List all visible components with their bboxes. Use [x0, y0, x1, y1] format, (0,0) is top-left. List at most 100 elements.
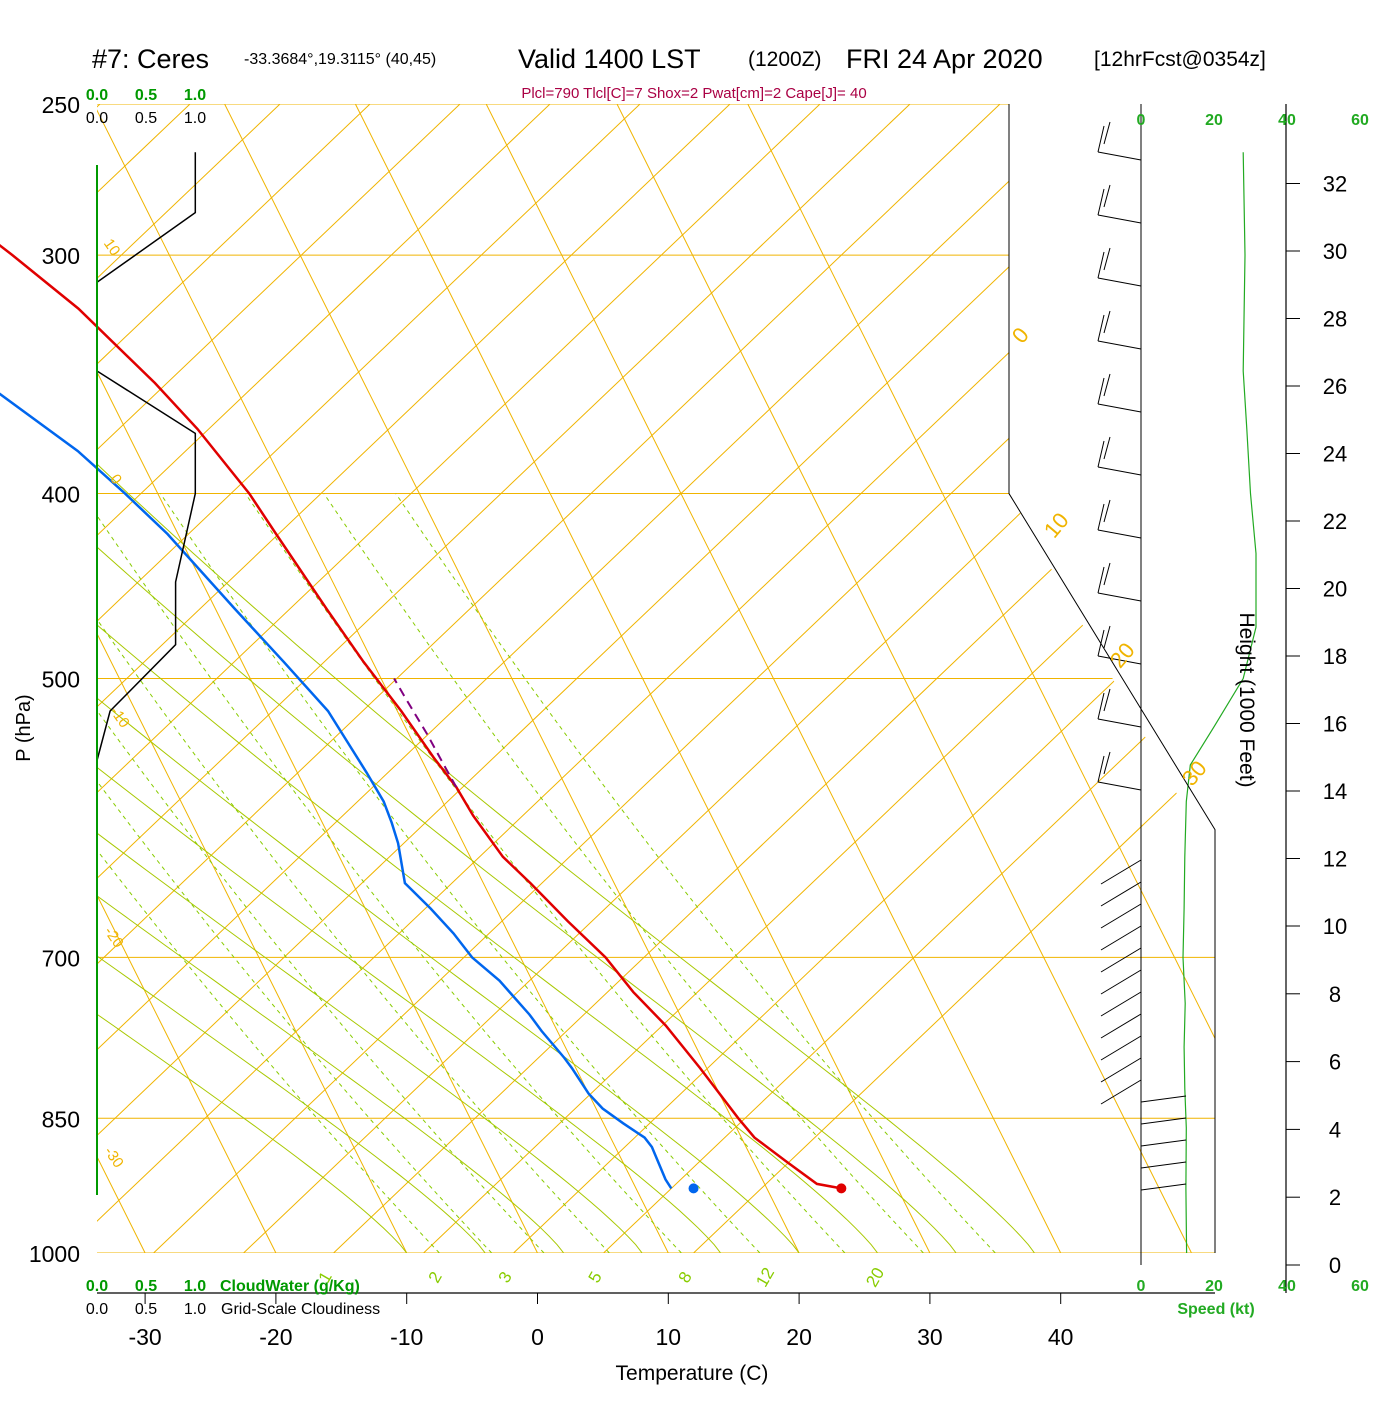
wind-barb: [1097, 121, 1142, 161]
x-tick-label: 10: [656, 1324, 682, 1350]
wind-barb-staff: [1140, 1139, 1187, 1147]
height-tick-label: 26: [1323, 374, 1347, 399]
speed-axis-title: Speed (kt): [1177, 1301, 1254, 1318]
parcel-line: [393, 677, 458, 788]
wind-barb-flag: [1097, 377, 1105, 405]
labels-layer: -30 -20 -10 0 10 20 30 402503004005007008501000…: [29, 87, 1369, 1350]
mixing-ratio-line: [244, 493, 846, 1253]
wind-barb-staff: [1140, 1161, 1187, 1169]
isotherm-label: -30: [101, 1144, 127, 1172]
wind-barb: [1100, 1079, 1142, 1105]
wind-barb-flag: [1103, 499, 1111, 523]
wind-barb-staff: [1100, 903, 1142, 929]
wind-barb-flag: [1103, 310, 1111, 334]
wind-barb-staff: [1097, 592, 1142, 602]
top-scale-black-label: 1.0: [184, 110, 206, 127]
x-tick-label: -30: [128, 1324, 161, 1350]
wind-barb: [1097, 436, 1142, 476]
pressure-tick-label: 1000: [29, 1241, 80, 1267]
mixing-ratio-label: 5: [585, 1268, 606, 1286]
cloudiness-label: Grid-Scale Cloudiness: [221, 1301, 380, 1318]
wind-barb: [1140, 1117, 1187, 1125]
wind-barb: [1097, 751, 1142, 791]
wind-barb-flag: [1097, 692, 1105, 720]
mixing-ratio-line: [97, 493, 440, 1253]
wind-barb-flag: [1097, 566, 1105, 594]
wind-barb-staff: [1097, 277, 1142, 287]
moist-adiabat-line: [97, 104, 486, 1253]
moist-adiabat-line: [97, 104, 1035, 1253]
wind-barb: [1097, 247, 1142, 287]
speed-bottom-tick-label: 20: [1205, 1278, 1223, 1295]
wind-barb-staff: [1097, 529, 1142, 539]
wind-barb: [1100, 1057, 1142, 1083]
wind-barb: [1100, 969, 1142, 995]
dry-adiabat-line: [0, 104, 10, 1253]
x-tick-label: -20: [259, 1324, 292, 1350]
wind-barb-flag: [1103, 751, 1111, 775]
moist-adiabat-line: [97, 104, 878, 1253]
wind-barb-staff: [1100, 881, 1142, 907]
wind-barb: [1100, 991, 1142, 1017]
dry-adiabat-line: [97, 104, 461, 1253]
wind-barb-flag: [1097, 188, 1105, 216]
wind-speed-line: [1182, 152, 1257, 1254]
height-tick-label: 6: [1329, 1050, 1341, 1075]
wind-barb: [1140, 1095, 1187, 1103]
mixing-ratio-label: 20: [862, 1264, 888, 1290]
speed-bottom-tick-label: 60: [1351, 1278, 1369, 1295]
wind-barb-staff: [1097, 718, 1142, 728]
mixing-ratio-line: [395, 493, 996, 1253]
isotherm-label: 0: [1007, 322, 1034, 347]
temperature-line: [0, 243, 842, 1190]
isotherm-line: [747, 104, 1215, 1253]
mixing-ratio-label: 8: [675, 1268, 696, 1286]
moist-adiabat-line: [97, 104, 408, 1253]
moist-adiabat-line: [97, 104, 721, 1253]
height-axis-title: Height (1000 Feet): [1235, 612, 1258, 787]
wind-barb-staff: [1100, 1035, 1142, 1061]
dry-adiabat-line: [97, 104, 551, 1253]
pressure-tick-label: 700: [42, 945, 80, 971]
wind-barb-flag: [1103, 625, 1111, 649]
wind-barb-staff: [1097, 403, 1142, 413]
height-tick-label: 8: [1329, 982, 1341, 1007]
wind-barb: [1100, 903, 1142, 929]
top-scale-green-label: 0.0: [86, 87, 108, 104]
wind-barb-staff: [1097, 214, 1142, 224]
valid-date: FRI 24 Apr 2020: [846, 44, 1043, 74]
moist-adiabat-line: [97, 104, 565, 1253]
height-tick-label: 32: [1323, 172, 1347, 197]
background-lines: [0, 104, 1215, 1253]
wind-barb-flag: [1103, 373, 1111, 397]
bottom-scale-black-label: 0.5: [135, 1301, 157, 1318]
dry-adiabat-line: [97, 104, 911, 1253]
pressure-tick-label: 250: [42, 92, 80, 118]
isotherm-label: 10: [100, 236, 123, 259]
height-tick-label: 30: [1323, 239, 1347, 264]
dry-adiabat-line: [243, 104, 1215, 1253]
top-scale-black-label: 0.5: [135, 110, 157, 127]
wind-barb-staff: [1100, 969, 1142, 995]
plot-frame-right: [1008, 104, 1216, 1253]
wind-barb-flag: [1097, 251, 1105, 279]
height-tick-label: 18: [1323, 644, 1347, 669]
speed-top-tick-label: 0: [1137, 112, 1146, 129]
wind-barb-staff: [1100, 947, 1142, 973]
wind-barb-staff: [1140, 1095, 1187, 1103]
wind-barb: [1100, 947, 1142, 973]
wind-barb: [1097, 688, 1142, 728]
wind-barb-flag: [1103, 436, 1111, 460]
height-tick-label: 0: [1329, 1253, 1341, 1278]
wind-barb: [1097, 310, 1142, 350]
bottom-scale-green-label: 1.0: [184, 1278, 206, 1295]
wind-barb-staff: [1100, 1057, 1142, 1083]
bottom-scale-black-label: 1.0: [184, 1301, 206, 1318]
wind-barb-staff: [1100, 991, 1142, 1017]
dry-adiabat-line: [97, 104, 371, 1253]
mixing-ratio-line: [97, 493, 493, 1253]
mixing-ratio-line: [97, 493, 682, 1253]
x-tick-label: -10: [390, 1324, 423, 1350]
surface-dewpoint-point: [688, 1183, 699, 1194]
